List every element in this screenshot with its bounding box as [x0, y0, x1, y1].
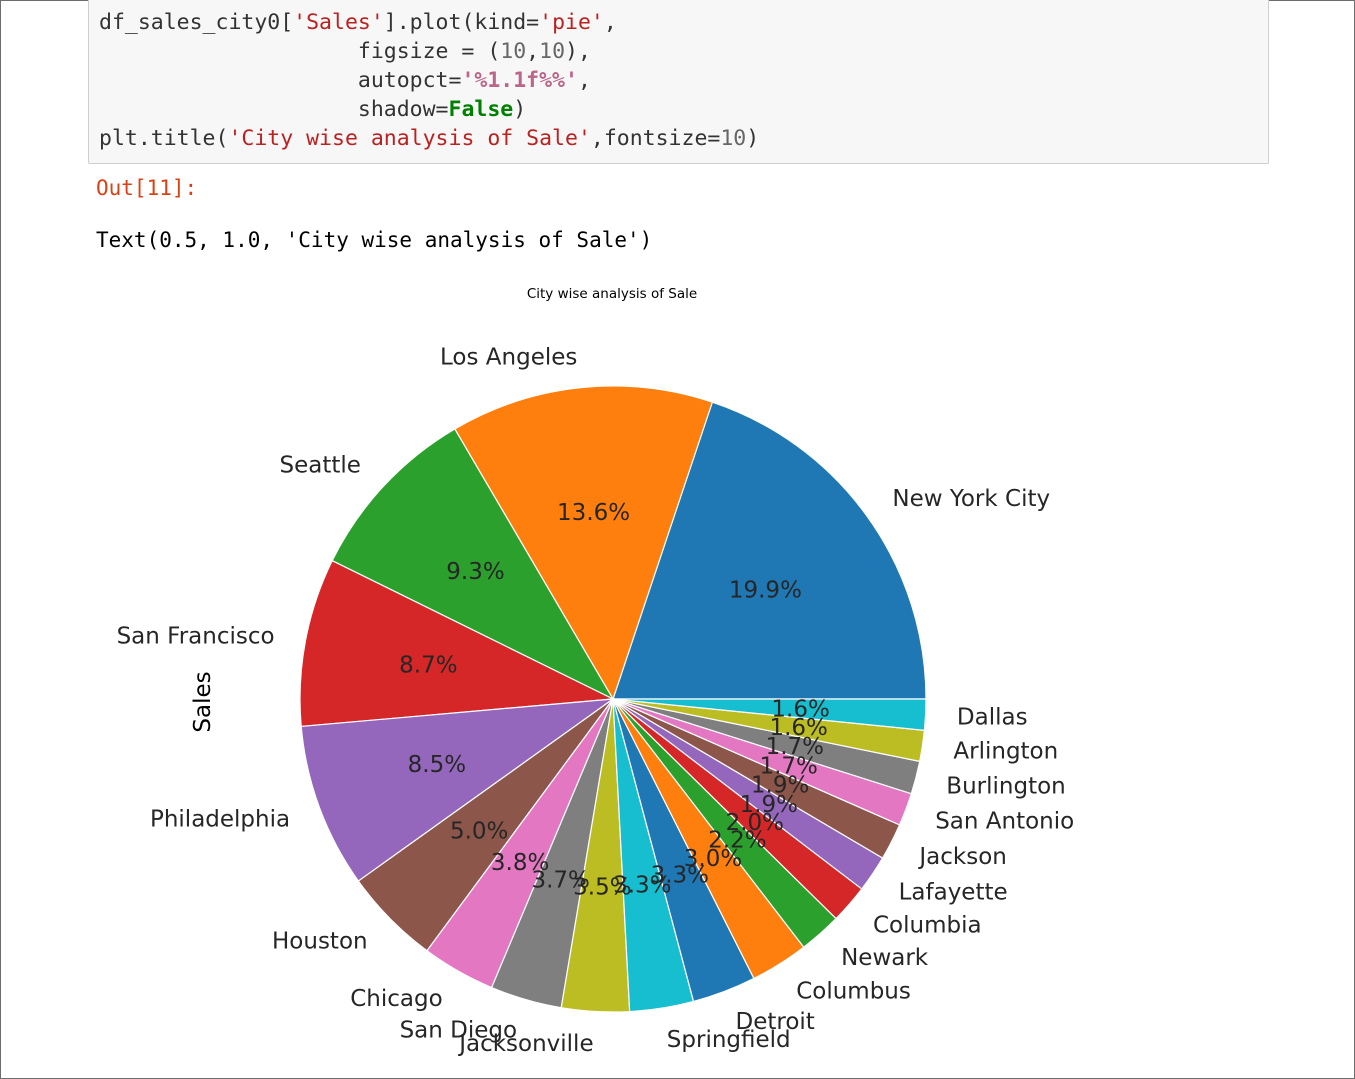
code-token: , [603, 10, 617, 35]
code-token: 10 [539, 39, 566, 64]
pie-slice [612, 698, 927, 732]
code-token: , [526, 39, 540, 64]
code-token: plt.title( [99, 126, 229, 151]
pie-percent-labels: 19.9%13.6%9.3%8.7%8.5%5.0%3.8%3.7%3.5%3.… [399, 500, 830, 900]
code-cell[interactable]: df_sales_city0['Sales'].plot(kind='pie',… [88, 0, 1269, 164]
pie-percent-label: 1.7% [759, 753, 817, 779]
pie-category-label: San Diego [400, 1018, 518, 1044]
pie-slices [299, 385, 927, 1013]
code-token: ) [746, 126, 760, 151]
pie-category-label: Dallas [957, 704, 1028, 730]
output-prompt: Out[11]: [96, 176, 198, 200]
pie-category-label: Los Angeles [440, 345, 577, 371]
pie-category-label: Columbia [873, 913, 982, 939]
pie-category-label: San Francisco [117, 624, 275, 650]
pie-category-label: Houston [272, 929, 368, 955]
pie-percent-label: 9.3% [446, 559, 504, 585]
pie-percent-label: 2.2% [708, 828, 766, 854]
pie-percent-label: 1.6% [769, 715, 827, 741]
y-axis-label: Sales [190, 671, 216, 732]
pie-category-label: Columbus [796, 979, 911, 1005]
chart-title: City wise analysis of Sale [527, 286, 697, 302]
code-token: 10 [500, 39, 527, 64]
pie-percent-label: 1.9% [751, 773, 809, 799]
pie-percent-label: 8.5% [408, 752, 466, 778]
pie-category-labels: New York City Los Angeles Seattle San Franc… [117, 345, 1075, 1057]
code-token: 10 [720, 126, 747, 151]
pie-percent-label: 3.3% [651, 863, 709, 889]
pie-category-label: Philadelphia [150, 806, 290, 832]
pie-category-label: Jacksonville [457, 1031, 593, 1057]
pie-percent-label: 1.6% [771, 696, 829, 722]
code-line: shadow=False) [99, 95, 526, 124]
pie-category-label: Burlington [946, 774, 1065, 800]
pie-category-label: Springfield [667, 1027, 791, 1053]
pie-category-label: Detroit [736, 1009, 815, 1035]
pie-slice [331, 428, 615, 701]
pie-category-label: Jackson [917, 844, 1006, 870]
code-token: ,fontsize= [590, 126, 721, 151]
pie-percent-label: 2.0% [726, 810, 784, 836]
code-line: plt.title('City wise analysis of Sale',f… [99, 124, 759, 153]
code-line: autopct='%1.1f%%', [99, 66, 591, 95]
pie-percent-label: 1.9% [740, 792, 798, 818]
pie-category-label: Seattle [279, 453, 360, 479]
code-token: ].plot(kind= [383, 10, 540, 35]
pie-category-label: Lafayette [899, 879, 1008, 905]
pie-percent-label: 3.0% [684, 846, 742, 872]
pie-category-label: San Antonio [935, 809, 1074, 835]
pie-percent-label: 13.6% [557, 500, 630, 526]
pie-percent-label: 3.7% [531, 867, 589, 893]
code-token: 'pie' [539, 10, 604, 35]
pie-percent-label: 1.7% [766, 734, 824, 760]
code-token: ), [565, 39, 591, 64]
output-text: Text(0.5, 1.0, 'City wise analysis of Sa… [96, 228, 653, 252]
code-token: False [448, 97, 514, 122]
pie-slice [300, 698, 616, 882]
code-token: '%1.1f%%' [461, 68, 578, 93]
pie-percent-label: 19.9% [729, 577, 802, 603]
pie-category-label: New York City [892, 486, 1050, 512]
code-token: 'Sales' [293, 10, 384, 35]
pie-percent-label: 3.5% [573, 875, 631, 901]
pie-percent-label: 3.3% [613, 873, 671, 899]
code-token: , [577, 68, 591, 93]
code-line: df_sales_city0['Sales'].plot(kind='pie', [99, 8, 617, 37]
pie-percent-label: 8.7% [399, 653, 457, 679]
pie-slice [299, 559, 616, 728]
pie-slice [612, 401, 927, 700]
code-token: 'City wise analysis of Sale' [228, 126, 591, 151]
code-token: shadow= [99, 97, 449, 122]
code-token: autopct= [99, 68, 462, 93]
code-line: figsize = (10,10), [99, 37, 591, 66]
code-token: ) [513, 97, 527, 122]
code-token: df_sales_city0[ [99, 10, 294, 35]
pie-category-label: Arlington [953, 739, 1058, 765]
pie-percent-label: 5.0% [450, 819, 508, 845]
code-token: figsize = ( [99, 39, 501, 64]
pie-category-label: Chicago [350, 986, 442, 1012]
pie-slice [453, 385, 714, 701]
pie-category-label: Newark [841, 945, 929, 971]
pie-percent-label: 3.8% [491, 850, 549, 876]
